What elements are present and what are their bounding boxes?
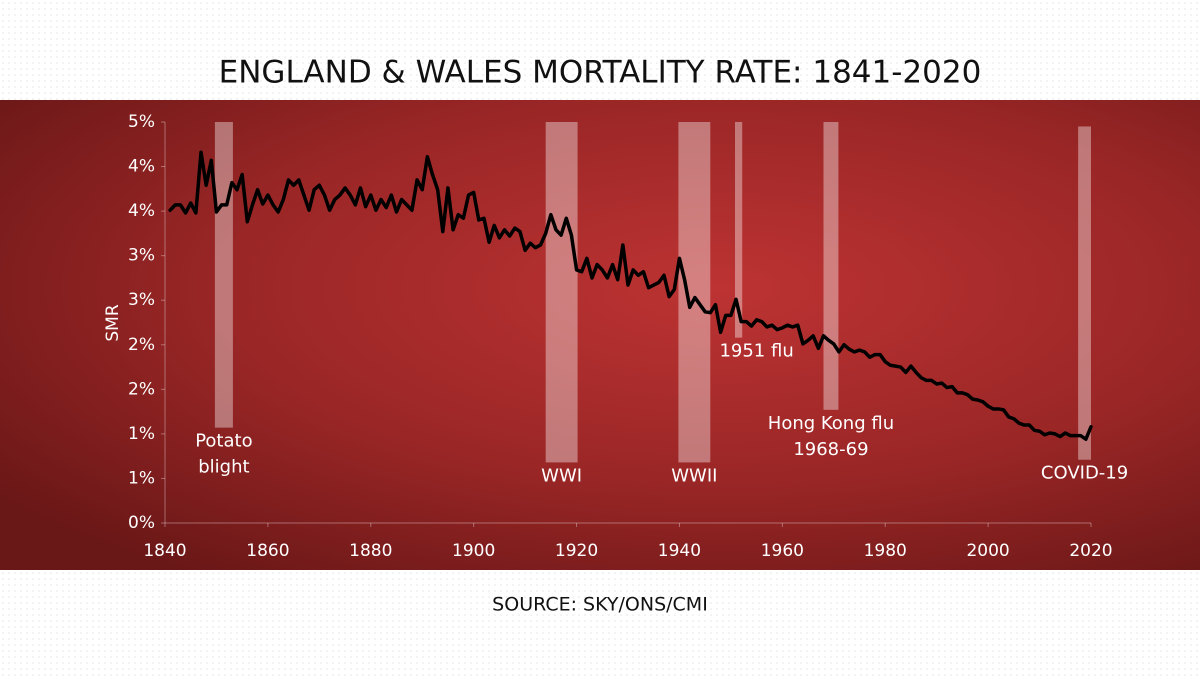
event-label: 1968-69 bbox=[793, 439, 868, 460]
event-label: WWII bbox=[671, 465, 717, 486]
y-tick-label: 0% bbox=[128, 513, 155, 533]
event-band bbox=[1078, 126, 1091, 460]
event-label: Potato bbox=[195, 431, 252, 452]
event-label: COVID-19 bbox=[1041, 463, 1128, 484]
x-tick-label: 1980 bbox=[864, 541, 907, 561]
chart-title: ENGLAND & WALES MORTALITY RATE: 1841-202… bbox=[219, 55, 982, 91]
y-axis-label: SMR bbox=[103, 304, 123, 341]
event-band bbox=[214, 122, 233, 428]
x-tick-label: 1840 bbox=[143, 541, 186, 561]
event-band bbox=[823, 122, 839, 410]
event-label: WWI bbox=[541, 465, 582, 486]
source: SOURCE: SKY/ONS/CMI bbox=[492, 594, 708, 616]
x-tick-label: 2020 bbox=[1069, 541, 1112, 561]
y-tick-label: 5% bbox=[128, 112, 155, 132]
x-tick-label: 1900 bbox=[452, 541, 495, 561]
event-label: Hong Kong flu bbox=[768, 413, 894, 434]
y-tick-label: 1% bbox=[128, 468, 155, 488]
x-tick-label: 1860 bbox=[246, 541, 289, 561]
event-band bbox=[735, 122, 743, 338]
x-tick-label: 1920 bbox=[555, 541, 598, 561]
mortality-line bbox=[168, 150, 1093, 441]
y-tick-label: 1% bbox=[128, 424, 155, 444]
x-tick-label: 1940 bbox=[658, 541, 701, 561]
y-tick-label: 2% bbox=[128, 379, 155, 399]
chart-panel bbox=[0, 100, 1200, 570]
event-band bbox=[678, 122, 711, 463]
y-tick-label: 3% bbox=[128, 246, 155, 266]
event-label: 1951 flu bbox=[719, 341, 793, 362]
event-label: blight bbox=[198, 457, 249, 478]
y-tick-label: 4% bbox=[128, 201, 155, 221]
x-tick-label: 1960 bbox=[761, 541, 804, 561]
y-tick-label: 3% bbox=[128, 290, 155, 310]
x-tick-label: 1880 bbox=[349, 541, 392, 561]
y-tick-label: 4% bbox=[128, 157, 155, 177]
x-tick-label: 2000 bbox=[966, 541, 1009, 561]
event-band bbox=[545, 122, 578, 463]
y-tick-label: 2% bbox=[128, 335, 155, 355]
